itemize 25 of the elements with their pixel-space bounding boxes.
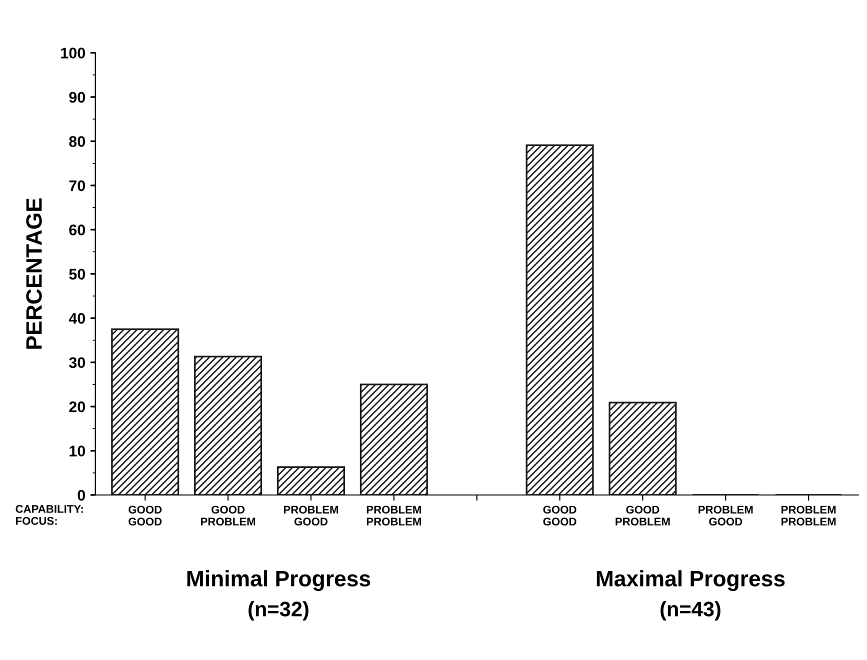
x-tick-label: GOOD PROBLEM: [616, 506, 670, 526]
text: (n=43): [660, 601, 720, 621]
y-tick-label: 10: [70, 446, 86, 456]
y-tick-label: 40: [68, 312, 86, 324]
y-tick-label: 50: [69, 268, 86, 280]
text: Maximal Progress: [596, 570, 785, 591]
x-tick-label: PROBLEM GOOD: [284, 506, 338, 526]
x-tick-label: PROBLEM PROBLEM: [366, 506, 421, 526]
y-tick-label: 0: [78, 490, 86, 501]
text: CAPABILITY: FOCUS:: [16, 505, 83, 525]
x-tick-label: GOOD GOOD: [128, 506, 162, 526]
y-tick-label: 100: [61, 48, 86, 58]
y-tick-label: 30: [69, 357, 86, 368]
x-tick-label: GOOD GOOD: [543, 506, 576, 526]
x-tick-label: PROBLEM PROBLEM: [782, 506, 836, 526]
y-tick-label: 20: [69, 401, 86, 412]
y-tick-label: 70: [69, 180, 86, 192]
x-tick-label: GOOD PROBLEM: [201, 506, 256, 526]
y-tick-label: 80: [69, 136, 86, 147]
y-axis-title: PERCENTAGE: [26, 198, 42, 349]
x-tick-label: PROBLEM GOOD: [698, 506, 753, 526]
y-tick-label: 60: [69, 224, 86, 236]
y-tick-label: 90: [69, 92, 86, 103]
text: Minimal Progress: [187, 570, 370, 591]
text: (n=32): [248, 601, 308, 621]
